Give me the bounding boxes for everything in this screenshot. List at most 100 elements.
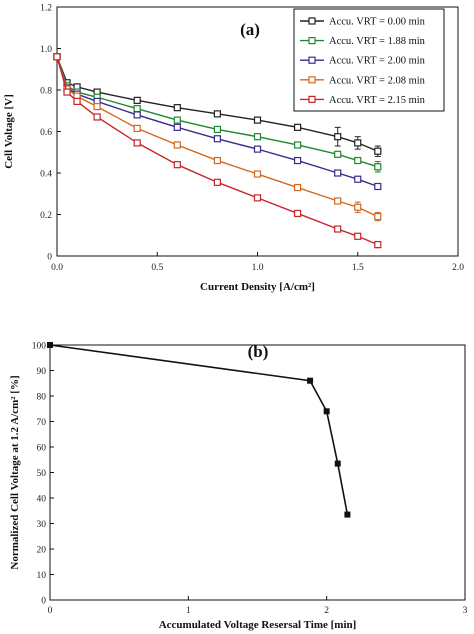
y-tick-label: 1.2: [40, 4, 52, 14]
data-point: [173, 116, 181, 124]
data-point: [334, 460, 341, 467]
legend-marker: [308, 56, 316, 64]
data-point: [354, 156, 362, 165]
series-3: [53, 53, 382, 222]
data-point: [253, 194, 262, 202]
data-point: [334, 169, 342, 177]
data-point: [93, 113, 101, 121]
data-point: [294, 123, 302, 131]
data-point: [253, 170, 262, 178]
data-point: [173, 123, 181, 131]
y-tick-label: 0.6: [40, 128, 52, 138]
data-point: [374, 163, 382, 171]
data-point: [334, 133, 342, 141]
legend-label: Accu. VRT = 0.00 min: [329, 17, 426, 28]
x-tick-label: 1: [186, 606, 191, 616]
data-point: [133, 111, 141, 119]
legend-marker: [308, 17, 316, 25]
y-tick-label: 0.2: [40, 211, 52, 221]
data-point: [307, 377, 314, 384]
legend-label: Accu. VRT = 2.15 min: [329, 95, 426, 106]
data-point: [323, 408, 330, 415]
data-point: [294, 156, 302, 165]
legend-marker: [308, 36, 316, 45]
data-point: [294, 141, 302, 149]
y-tick-label: 90: [37, 367, 47, 377]
data-point: [47, 342, 53, 348]
data-point: [294, 183, 302, 192]
data-point: [334, 150, 342, 158]
data-point: [374, 147, 382, 155]
x-tick-label: 1.5: [352, 263, 364, 273]
data-point: [133, 139, 141, 147]
data-point: [133, 124, 141, 132]
data-point: [354, 139, 362, 147]
x-tick-label: 2: [324, 606, 329, 616]
x-tick-label: 3: [463, 606, 468, 616]
x-tick-label: 0.0: [51, 263, 63, 273]
y-tick-label: 0.8: [40, 87, 52, 97]
y-tick-label: 0: [41, 597, 46, 607]
x-tick-label: 2.0: [452, 263, 464, 273]
data-point: [173, 161, 181, 169]
data-point: [213, 156, 221, 165]
data-point: [173, 104, 181, 112]
x-tick-label: 1.0: [252, 263, 264, 273]
data-point: [93, 102, 101, 111]
data-point: [173, 141, 181, 149]
plot-frame: [49, 344, 466, 601]
data-point: [63, 88, 71, 96]
y-tick-label: 60: [37, 444, 47, 454]
data-point: [374, 240, 382, 249]
data-point: [253, 145, 262, 153]
y-tick-label: 0: [47, 253, 52, 263]
data-point: [253, 133, 262, 141]
legend-marker: [308, 95, 316, 104]
data-point: [294, 209, 302, 218]
y-tick-label: 40: [37, 495, 47, 505]
x-axis-title: Accumulated Voltage Resersal Time [min]: [159, 619, 357, 631]
data-point: [213, 135, 221, 143]
data-point: [213, 178, 221, 186]
data-point: [354, 175, 362, 183]
y-axis-title: Normalized Cell Voltage at 1.2 A/cm² [%]: [9, 375, 21, 569]
x-tick-label: 0.5: [151, 263, 163, 273]
series-0: [47, 342, 351, 518]
data-point: [213, 125, 221, 134]
y-tick-label: 10: [37, 571, 47, 581]
panel-label: (a): [240, 20, 260, 39]
data-point: [334, 197, 342, 205]
y-tick-label: 70: [37, 418, 47, 428]
y-axis-title: Cell Voltage [V]: [3, 94, 15, 169]
data-point: [344, 511, 351, 518]
y-tick-label: 50: [37, 469, 47, 479]
data-point: [213, 110, 221, 118]
x-tick-label: 0: [48, 606, 53, 616]
legend-label: Accu. VRT = 1.88 min: [329, 36, 426, 47]
y-tick-label: 20: [37, 546, 47, 556]
y-tick-label: 0.4: [40, 170, 52, 180]
data-point: [53, 53, 61, 61]
legend-marker: [308, 76, 316, 84]
data-point: [334, 225, 342, 233]
panel-label: (b): [248, 342, 269, 361]
data-point: [253, 116, 262, 124]
y-tick-label: 30: [37, 520, 47, 530]
y-tick-label: 100: [32, 342, 47, 352]
data-point: [133, 96, 141, 104]
panel-a: 0.0 0.5 1.0 1.5 2.0 0 0.2 0.4 0.6 0.8 1.0 1.2 Curren…: [3, 4, 464, 294]
data-point: [354, 203, 362, 211]
x-axis-title: Current Density [A/cm²]: [200, 281, 315, 293]
data-point: [354, 232, 362, 240]
series-0: [53, 53, 382, 157]
data-point: [133, 105, 141, 113]
data-point: [374, 182, 382, 191]
series-4: [53, 53, 382, 249]
legend: Accu. VRT = 0.00 min Accu. VRT = 1.88 min…: [293, 8, 445, 112]
y-tick-label: 1.0: [40, 45, 52, 55]
y-tick-label: 80: [37, 393, 47, 403]
series-line: [49, 344, 349, 515]
